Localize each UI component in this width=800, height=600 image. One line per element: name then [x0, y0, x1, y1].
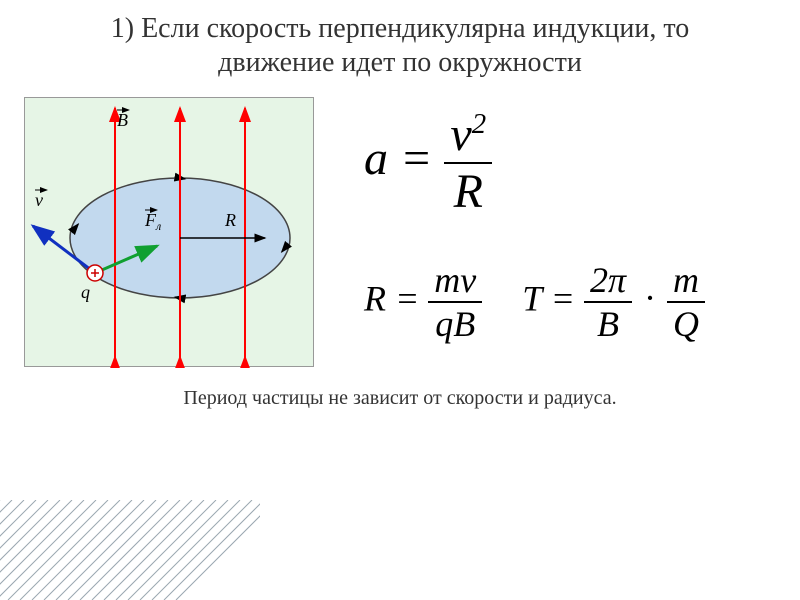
a-denominator: R: [444, 164, 492, 219]
svg-text:v: v: [35, 190, 43, 210]
t-lhs: T: [522, 278, 541, 318]
r-fraction: mv qB: [428, 259, 482, 345]
page-title: 1) Если скорость перпендикулярна индукци…: [0, 0, 800, 97]
a-lhs: a: [364, 132, 388, 185]
r-denominator: qB: [428, 303, 482, 345]
formula-radius: R = mv qB: [364, 259, 482, 345]
caption-text: Период частицы не зависит от скорости и …: [0, 387, 800, 410]
a-num-base: v: [450, 108, 471, 161]
t-fraction-1: 2π B: [584, 259, 632, 345]
svg-text:B: B: [117, 110, 128, 130]
r-numerator: mv: [428, 259, 482, 303]
formula-period: T = 2π B · m Q: [522, 259, 705, 345]
a-numerator: v2: [444, 107, 492, 164]
formula-acceleration: a = v2 R: [364, 107, 705, 219]
content-row: BvFлRq a = v2 R R = mv qB T: [0, 97, 800, 367]
t-den1: B: [584, 303, 632, 345]
t-num1: 2π: [584, 259, 632, 303]
svg-text:R: R: [224, 210, 236, 230]
svg-text:q: q: [81, 282, 90, 302]
equals-sign: =: [400, 132, 444, 185]
t-dot: ·: [641, 278, 658, 318]
equals-sign-t: =: [551, 278, 584, 318]
r-lhs: R: [364, 278, 386, 318]
corner-svg: [0, 500, 260, 600]
equals-sign-r: =: [395, 278, 428, 318]
a-fraction: v2 R: [444, 107, 492, 219]
diagram-svg: BvFлRq: [25, 98, 315, 368]
formula-row-rt: R = mv qB T = 2π B · m Q: [364, 259, 705, 345]
t-den2: Q: [667, 303, 705, 345]
t-fraction-2: m Q: [667, 259, 705, 345]
a-num-exp: 2: [472, 108, 486, 140]
formulas-block: a = v2 R R = mv qB T =: [364, 97, 705, 345]
physics-diagram: BvFлRq: [24, 97, 314, 367]
t-num2: m: [667, 259, 705, 303]
corner-decoration: [0, 500, 260, 600]
